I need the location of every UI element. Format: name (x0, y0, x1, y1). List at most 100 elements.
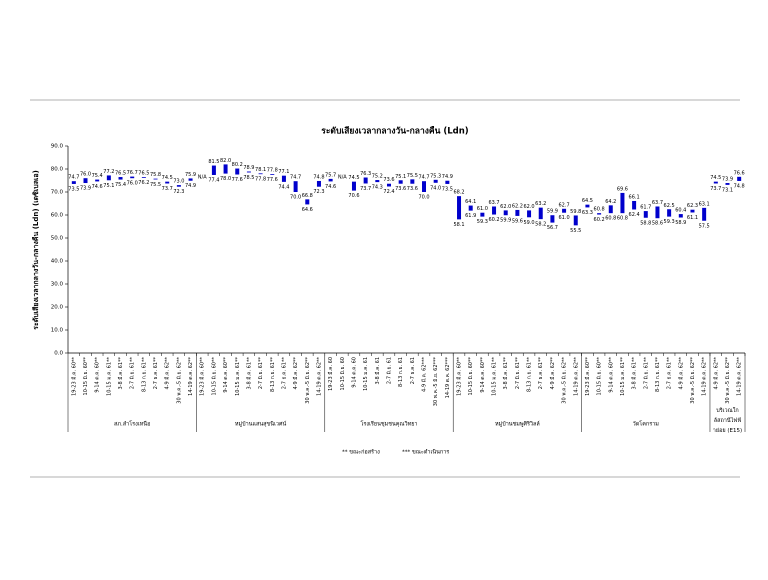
value-label: 75.3 (430, 173, 441, 179)
value-label: 62.5 (664, 203, 675, 209)
value-label: 77.8 (255, 177, 266, 183)
value-label: N/A (338, 175, 347, 181)
value-label: 73.5 (68, 186, 79, 192)
bar (211, 165, 216, 175)
x-tick-label: 30 พ.ค.-5 มิ.ย. 62** (304, 357, 311, 404)
bar (176, 185, 181, 187)
y-tick-label: 40.0 (51, 259, 64, 265)
bar (643, 211, 648, 218)
value-label: 61.7 (640, 205, 651, 211)
bar (223, 164, 228, 174)
group-label: โรงเรียนชุมชนคุณวิทยา (360, 420, 417, 428)
x-tick-label: 3-8 มี.ค. 61** (502, 357, 509, 390)
x-tick-label: 3-8 มี.ค. 61** (631, 357, 638, 390)
bar (71, 181, 76, 184)
value-label: 59.9 (547, 209, 558, 215)
value-label: 74.3 (372, 185, 383, 191)
value-label: 58.2 (535, 222, 546, 228)
value-label: 74.5 (162, 175, 173, 181)
x-tick-label: 10-15 ม.ค. 61 (363, 357, 369, 391)
value-label: 58.1 (453, 222, 464, 228)
bar (608, 205, 613, 214)
x-tick-label: 8-13 ก.ย. 61** (141, 357, 147, 393)
bar (550, 215, 555, 223)
value-label: 73.6 (383, 177, 394, 183)
x-tick-label: 10-15 มิ.ย. 60 (339, 357, 346, 390)
value-label: 75.7 (325, 172, 336, 178)
value-label: 76.0 (127, 181, 138, 187)
bar (375, 180, 380, 183)
value-label: 74.6 (92, 184, 103, 190)
value-label: N/A (198, 175, 207, 181)
value-label: 73.6 (407, 186, 418, 192)
value-label: 74.5 (348, 175, 359, 181)
x-tick-label: 14-19 ต.ค. 62** (316, 357, 322, 396)
value-label: 78.9 (243, 165, 254, 171)
value-label: 70.0 (290, 195, 301, 201)
x-tick-label: 4-9 มี.ค. 62** (712, 357, 719, 390)
y-axis-label: ระดับเสียงเวลากลางวัน-กลางคืน (Ldn) (เดซ… (32, 170, 40, 330)
value-label: 60.2 (488, 217, 499, 223)
x-tick-label: 4-9 มี.ค. 62** (677, 357, 684, 390)
value-label: 74.6 (325, 184, 336, 190)
value-label: 60.4 (675, 208, 686, 214)
x-tick-label: 10-15 มิ.ย. 60** (596, 357, 603, 396)
x-tick-label: 2-7 ธ.ค. 61 (410, 357, 416, 384)
value-label: 63.3 (582, 210, 593, 216)
value-label: 64.2 (605, 199, 616, 205)
bar (737, 176, 742, 181)
x-tick-label: 8-13 ก.ย. 61** (655, 357, 661, 393)
x-tick-label: 10-15 ม.ค. 61** (492, 357, 498, 396)
value-label: 73.7 (710, 186, 721, 192)
value-label: 75.2 (372, 174, 383, 180)
bar (573, 215, 578, 226)
bar (165, 181, 170, 184)
value-label: 62.3 (687, 203, 698, 209)
bar (386, 183, 391, 187)
value-label: 62.4 (629, 212, 640, 218)
bar (538, 207, 543, 220)
value-label: 57.5 (699, 223, 710, 229)
value-label: 62.0 (523, 204, 534, 210)
x-tick-label: 3-8 มี.ค. 61 (374, 357, 381, 385)
value-label: 75.5 (407, 173, 418, 179)
value-label: 60.8 (594, 207, 605, 213)
x-tick-label: 10-15 ม.ค. 61** (106, 357, 112, 396)
bar (713, 181, 718, 184)
value-label: 77.6 (267, 177, 278, 183)
bar (702, 207, 707, 221)
bar (153, 178, 158, 180)
x-tick-label: 8-13 ก.ย. 61 (398, 357, 404, 387)
value-label: 75.4 (92, 173, 103, 179)
x-tick-label: 10-15 ม.ค. 61** (620, 357, 626, 396)
x-tick-label: 4-9 มี.ค. 62** (292, 357, 299, 390)
value-label: 74.7 (290, 175, 301, 181)
bar (468, 205, 473, 211)
bar (515, 209, 520, 216)
value-label: 58.6 (652, 221, 663, 227)
value-label: 62.7 (559, 202, 570, 208)
value-label: 74.7 (68, 175, 79, 181)
value-label: 70.0 (418, 195, 429, 201)
bar (725, 183, 730, 185)
value-label: 73.7 (162, 186, 173, 192)
x-tick-label: 19-23 มี.ค. 60** (584, 357, 591, 396)
value-label: 77.2 (103, 169, 114, 175)
value-label: 74.8 (734, 183, 745, 189)
bar (410, 179, 415, 184)
value-label: 61.0 (477, 206, 488, 212)
value-label: 59.8 (570, 209, 581, 215)
bar (363, 177, 368, 184)
bar (492, 206, 497, 215)
value-label: 62.0 (500, 204, 511, 210)
x-tick-label: 30 พ.ค.-5 มิ.ย. 62** (561, 357, 568, 404)
x-tick-label: 2-7 ธ.ค. 61** (281, 357, 287, 390)
value-label: 55.5 (570, 228, 581, 234)
chart-title: ระดับเสียงเวลากลางวัน-กลางคืน (Ldn) (321, 126, 468, 137)
bar (667, 209, 672, 217)
value-label: 75.4 (115, 182, 126, 188)
bar (106, 175, 111, 181)
value-label: 63.7 (488, 200, 499, 206)
value-label: 58.8 (640, 220, 651, 226)
